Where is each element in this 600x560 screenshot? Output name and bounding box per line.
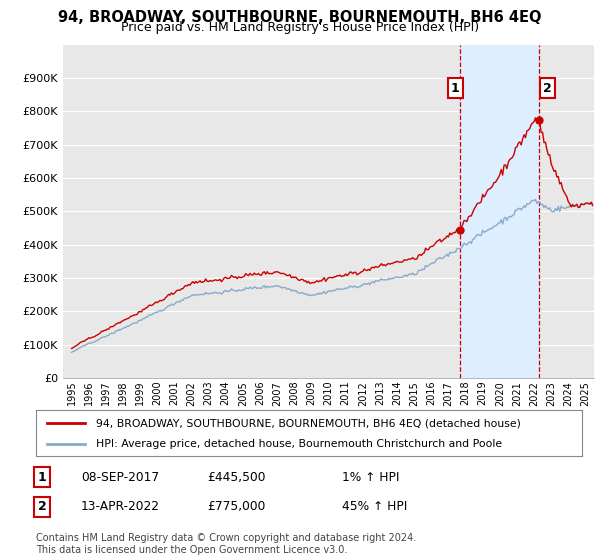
Text: 94, BROADWAY, SOUTHBOURNE, BOURNEMOUTH, BH6 4EQ (detached house): 94, BROADWAY, SOUTHBOURNE, BOURNEMOUTH, … (96, 418, 521, 428)
Text: £775,000: £775,000 (207, 500, 265, 514)
Text: HPI: Average price, detached house, Bournemouth Christchurch and Poole: HPI: Average price, detached house, Bour… (96, 438, 502, 449)
Text: Contains HM Land Registry data © Crown copyright and database right 2024.
This d: Contains HM Land Registry data © Crown c… (36, 533, 416, 555)
Bar (460, 45, 539, 378)
Text: £445,500: £445,500 (207, 470, 265, 484)
Text: 08-SEP-2017: 08-SEP-2017 (81, 470, 159, 484)
Text: 1: 1 (38, 470, 46, 484)
Text: 2: 2 (543, 82, 552, 95)
Text: 1: 1 (451, 82, 460, 95)
Text: 94, BROADWAY, SOUTHBOURNE, BOURNEMOUTH, BH6 4EQ: 94, BROADWAY, SOUTHBOURNE, BOURNEMOUTH, … (58, 10, 542, 25)
Text: Price paid vs. HM Land Registry's House Price Index (HPI): Price paid vs. HM Land Registry's House … (121, 21, 479, 34)
Text: 45% ↑ HPI: 45% ↑ HPI (342, 500, 407, 514)
Text: 2: 2 (38, 500, 46, 514)
Text: 1% ↑ HPI: 1% ↑ HPI (342, 470, 400, 484)
Text: 13-APR-2022: 13-APR-2022 (81, 500, 160, 514)
